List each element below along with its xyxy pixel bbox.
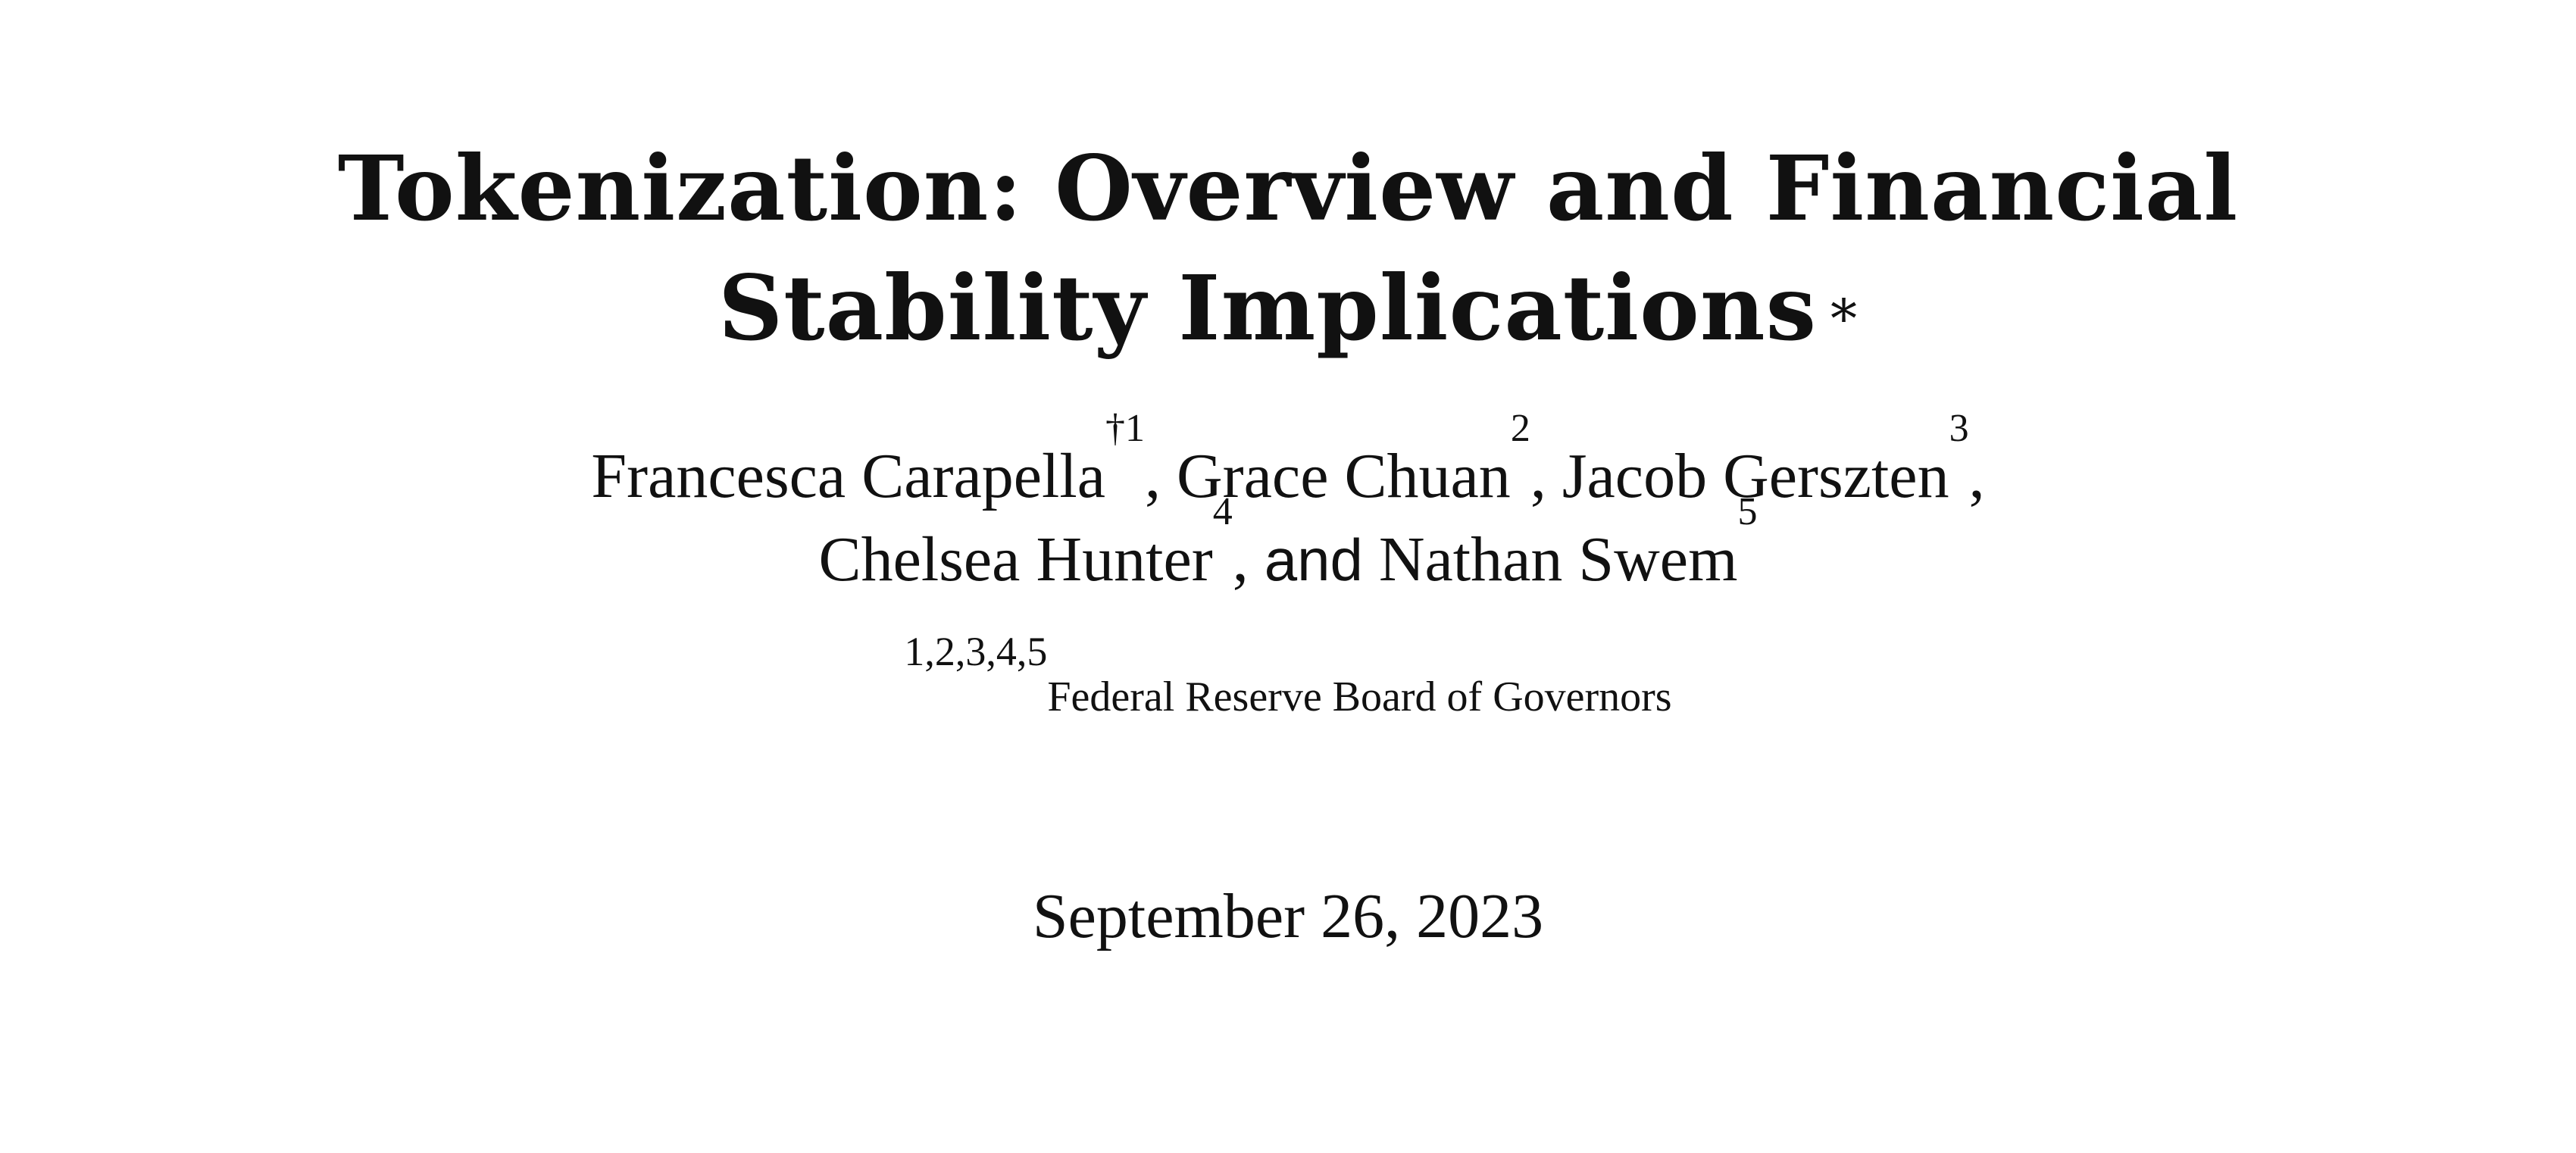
title-line-2: Stability Implications *: [0, 248, 2576, 368]
author-name: Jacob Gerszten: [1562, 441, 1949, 511]
author-separator: ,: [1530, 441, 1562, 511]
paper-date: September 26, 2023: [1032, 881, 1544, 951]
author-mark: 3: [1949, 407, 1969, 450]
author-list: Francesca Carapella†1, Grace Chuan2, Jac…: [0, 409, 2576, 601]
title-footnote-mark: *: [1830, 288, 1859, 350]
author-line-1: Francesca Carapella†1, Grace Chuan2, Jac…: [0, 409, 2576, 518]
author-name: Chelsea Hunter: [818, 524, 1213, 595]
author-separator: ,: [1968, 441, 1985, 511]
author-separator: ,: [1232, 524, 1265, 595]
title-line-2-text: Stability Implications: [717, 255, 1818, 361]
author-mark: 2: [1510, 407, 1530, 450]
author-mark: 5: [1737, 490, 1758, 533]
author-name: Nathan Swem: [1378, 524, 1738, 595]
affiliation-marks: 1,2,3,4,5: [904, 629, 1048, 674]
paper-title: Tokenization: Overview and Financial Sta…: [0, 129, 2576, 368]
author-mark: 4: [1212, 490, 1233, 533]
author-separator: ,: [1145, 441, 1177, 511]
author-mark: †1: [1105, 407, 1146, 450]
author-conjunction: and: [1264, 527, 1363, 593]
affiliation: 1,2,3,4,5Federal Reserve Board of Govern…: [0, 631, 2576, 727]
author-line-2: Chelsea Hunter4, and Nathan Swem5: [0, 492, 2576, 601]
author-name: Grace Chuan: [1177, 441, 1511, 511]
affiliation-name: Federal Reserve Board of Governors: [1047, 673, 1672, 720]
author-name: Francesca Carapella: [591, 441, 1106, 511]
title-line-1: Tokenization: Overview and Financial: [337, 136, 2239, 241]
